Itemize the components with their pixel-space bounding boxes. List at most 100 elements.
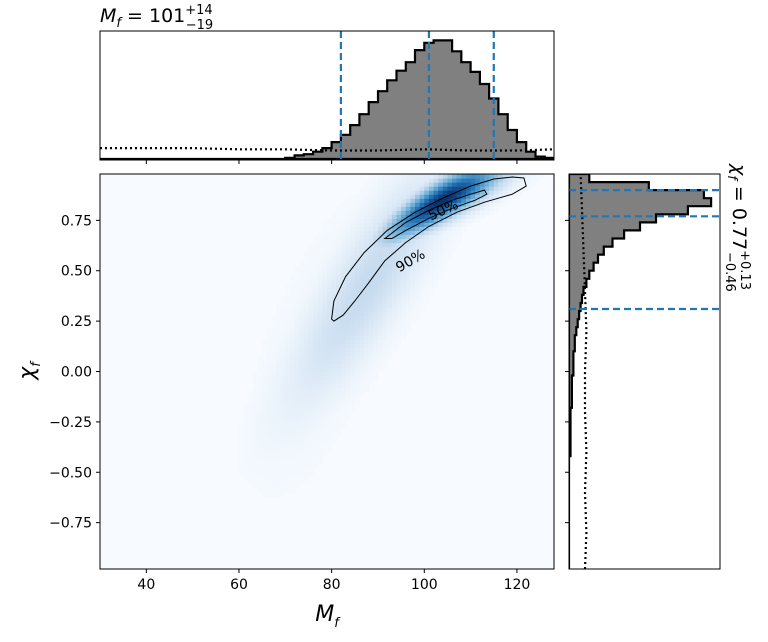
heatmap-cell xyxy=(331,290,337,296)
heatmap-cell xyxy=(308,444,314,449)
heatmap-cell xyxy=(350,387,356,393)
heatmap-cell xyxy=(350,375,356,381)
heatmap-cell xyxy=(396,302,402,308)
heatmap-cell xyxy=(317,456,323,461)
heatmap-cell xyxy=(317,440,323,445)
heatmap-cell xyxy=(401,226,407,232)
heatmap-cell xyxy=(280,371,286,377)
heatmap-cell xyxy=(364,327,370,332)
heatmap-cell xyxy=(266,472,273,477)
heatmap-cell xyxy=(419,186,425,191)
heatmap-cell xyxy=(368,214,374,219)
heatmap-cell xyxy=(280,311,286,316)
heatmap-cell xyxy=(299,444,305,449)
heatmap-cell xyxy=(368,202,374,207)
heatmap-cell xyxy=(415,186,421,191)
heatmap-cell xyxy=(465,182,472,187)
heatmap-cell xyxy=(252,403,259,409)
heatmap-cell xyxy=(350,294,356,300)
heatmap-cell xyxy=(442,206,449,211)
heatmap-cell xyxy=(317,323,323,328)
heatmap-cell xyxy=(377,307,384,312)
heatmap-cell xyxy=(313,278,319,284)
heatmap-cell xyxy=(415,218,421,223)
heatmap-cell xyxy=(280,431,286,437)
heatmap-cell xyxy=(294,407,300,413)
heatmap-cell xyxy=(280,347,286,352)
heatmap-cell xyxy=(354,202,361,207)
heatmap-cell xyxy=(428,290,435,296)
heatmap-cell xyxy=(359,343,365,348)
heatmap-cell xyxy=(345,262,351,268)
heatmap-cell xyxy=(484,178,490,183)
heatmap-cell xyxy=(410,315,416,320)
heatmap-cell xyxy=(336,427,342,433)
heatmap-cell xyxy=(368,206,374,211)
heatmap-cell xyxy=(405,323,411,328)
heatmap-cell xyxy=(350,359,356,365)
heatmap-cell xyxy=(303,423,310,429)
heatmap-cell xyxy=(368,266,374,272)
heatmap-cell xyxy=(452,214,458,219)
heatmap-cell xyxy=(322,315,328,320)
heatmap-cell xyxy=(303,359,310,365)
heatmap-cell xyxy=(354,375,361,381)
heatmap-cell xyxy=(299,371,305,377)
heatmap-cell xyxy=(387,323,393,328)
heatmap-cell xyxy=(345,214,351,219)
heatmap-cell xyxy=(410,174,416,179)
heatmap-cell xyxy=(368,286,374,292)
heatmap-cell xyxy=(373,359,379,365)
heatmap-cell xyxy=(336,246,342,252)
heatmap-cell xyxy=(280,395,286,401)
heatmap-cell xyxy=(470,218,476,223)
heatmap-cell xyxy=(289,464,296,469)
heatmap-cell xyxy=(419,258,425,264)
heatmap-cell xyxy=(266,347,273,352)
heatmap-cell xyxy=(276,492,282,498)
heatmap-cell xyxy=(373,250,379,256)
heatmap-cell xyxy=(331,282,337,288)
heatmap-cell xyxy=(507,178,513,183)
heatmap-cell xyxy=(428,178,435,183)
heatmap-cell xyxy=(493,194,500,199)
heatmap-cell xyxy=(280,323,286,328)
heatmap-cell xyxy=(401,206,407,211)
heatmap-cell xyxy=(262,359,268,365)
heatmap-cell xyxy=(359,226,365,232)
heatmap-cell xyxy=(396,226,402,232)
heatmap-cell xyxy=(336,258,342,264)
heatmap-cell xyxy=(373,242,379,248)
heatmap-cell xyxy=(313,387,319,393)
heatmap-cell xyxy=(313,315,319,320)
heatmap-cell xyxy=(428,242,435,248)
heatmap-cell xyxy=(442,190,449,195)
heatmap-cell xyxy=(322,448,328,453)
heatmap-cell xyxy=(415,190,421,195)
heatmap-cell xyxy=(354,290,361,296)
heatmap-cell xyxy=(327,383,333,389)
heatmap-cell xyxy=(303,274,310,280)
heatmap-cell xyxy=(410,286,416,292)
heatmap-cell xyxy=(243,476,249,481)
y-axis-label-subscript: f xyxy=(29,360,44,367)
heatmap-cell xyxy=(313,440,319,445)
heatmap-cell xyxy=(442,218,449,223)
heatmap-cell xyxy=(415,230,421,236)
heatmap-cell xyxy=(377,194,384,199)
heatmap-cell xyxy=(308,298,314,304)
heatmap-cell xyxy=(410,230,416,236)
heatmap-cell xyxy=(289,476,296,481)
heatmap-cell xyxy=(313,258,319,264)
heatmap-cell xyxy=(317,435,323,441)
heatmap-cell xyxy=(419,234,425,240)
heatmap-cell xyxy=(359,230,365,236)
heatmap-cell xyxy=(410,274,416,280)
heatmap-cell xyxy=(285,311,291,316)
heatmap-cell xyxy=(377,327,384,332)
heatmap-cell xyxy=(419,230,425,236)
heatmap-cell xyxy=(479,174,486,179)
heatmap-cell xyxy=(340,379,347,385)
heatmap-cell xyxy=(387,355,393,361)
heatmap-cell xyxy=(285,359,291,365)
